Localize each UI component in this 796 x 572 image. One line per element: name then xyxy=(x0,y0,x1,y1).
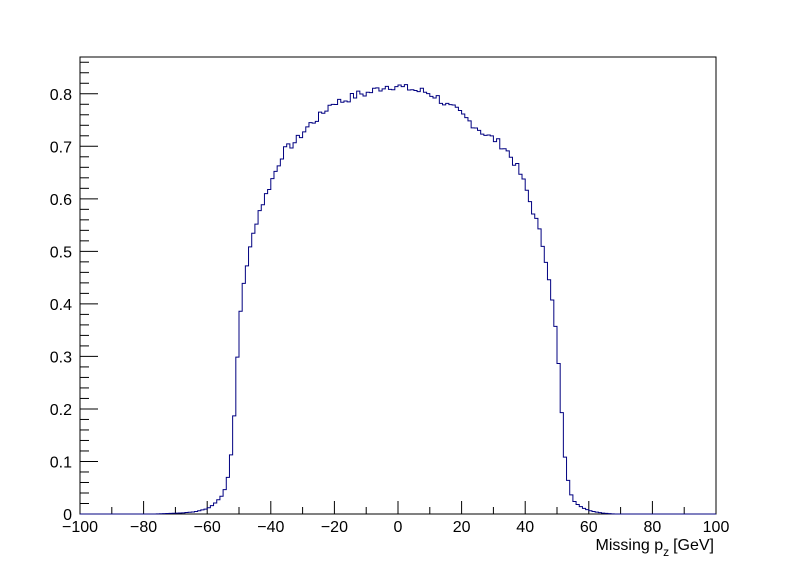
x-tick-label: 0 xyxy=(394,519,403,536)
plot-frame xyxy=(79,56,717,515)
x-tick-label: −60 xyxy=(194,519,221,536)
histogram-series-line xyxy=(80,84,716,515)
x-tick-label: 20 xyxy=(453,519,471,536)
x-axis-ticks: −100 −80 −60 −40 −20 0 20 40 60 80 100 xyxy=(62,501,729,536)
x-tick-label: 80 xyxy=(644,519,662,536)
y-tick-label: 0.7 xyxy=(50,139,72,156)
x-tick-label: −100 xyxy=(62,519,98,536)
x-tick-label: 60 xyxy=(580,519,598,536)
y-tick-label: 0.8 xyxy=(50,87,72,104)
x-tick-label: 100 xyxy=(703,519,730,536)
x-axis-title: Missing pz [GeV] xyxy=(596,537,714,559)
y-tick-label: 0 xyxy=(63,507,72,524)
x-axis-title-subscript: z xyxy=(663,545,669,559)
y-tick-label: 0.3 xyxy=(50,349,72,366)
x-tick-label: −20 xyxy=(321,519,348,536)
y-tick-label: 0.4 xyxy=(50,297,72,314)
y-tick-label: 0.6 xyxy=(50,192,72,209)
y-tick-label: 0.2 xyxy=(50,402,72,419)
x-tick-label: −80 xyxy=(130,519,157,536)
x-tick-label: 40 xyxy=(516,519,534,536)
y-tick-label: 0.1 xyxy=(50,454,72,471)
x-axis-title-unit: [GeV] xyxy=(673,537,714,554)
y-axis-ticks: 0 0.1 0.2 0.3 0.4 0.5 0.6 0.7 0.8 xyxy=(50,61,98,524)
y-tick-label: 0.5 xyxy=(50,244,72,261)
x-tick-label: −40 xyxy=(257,519,284,536)
